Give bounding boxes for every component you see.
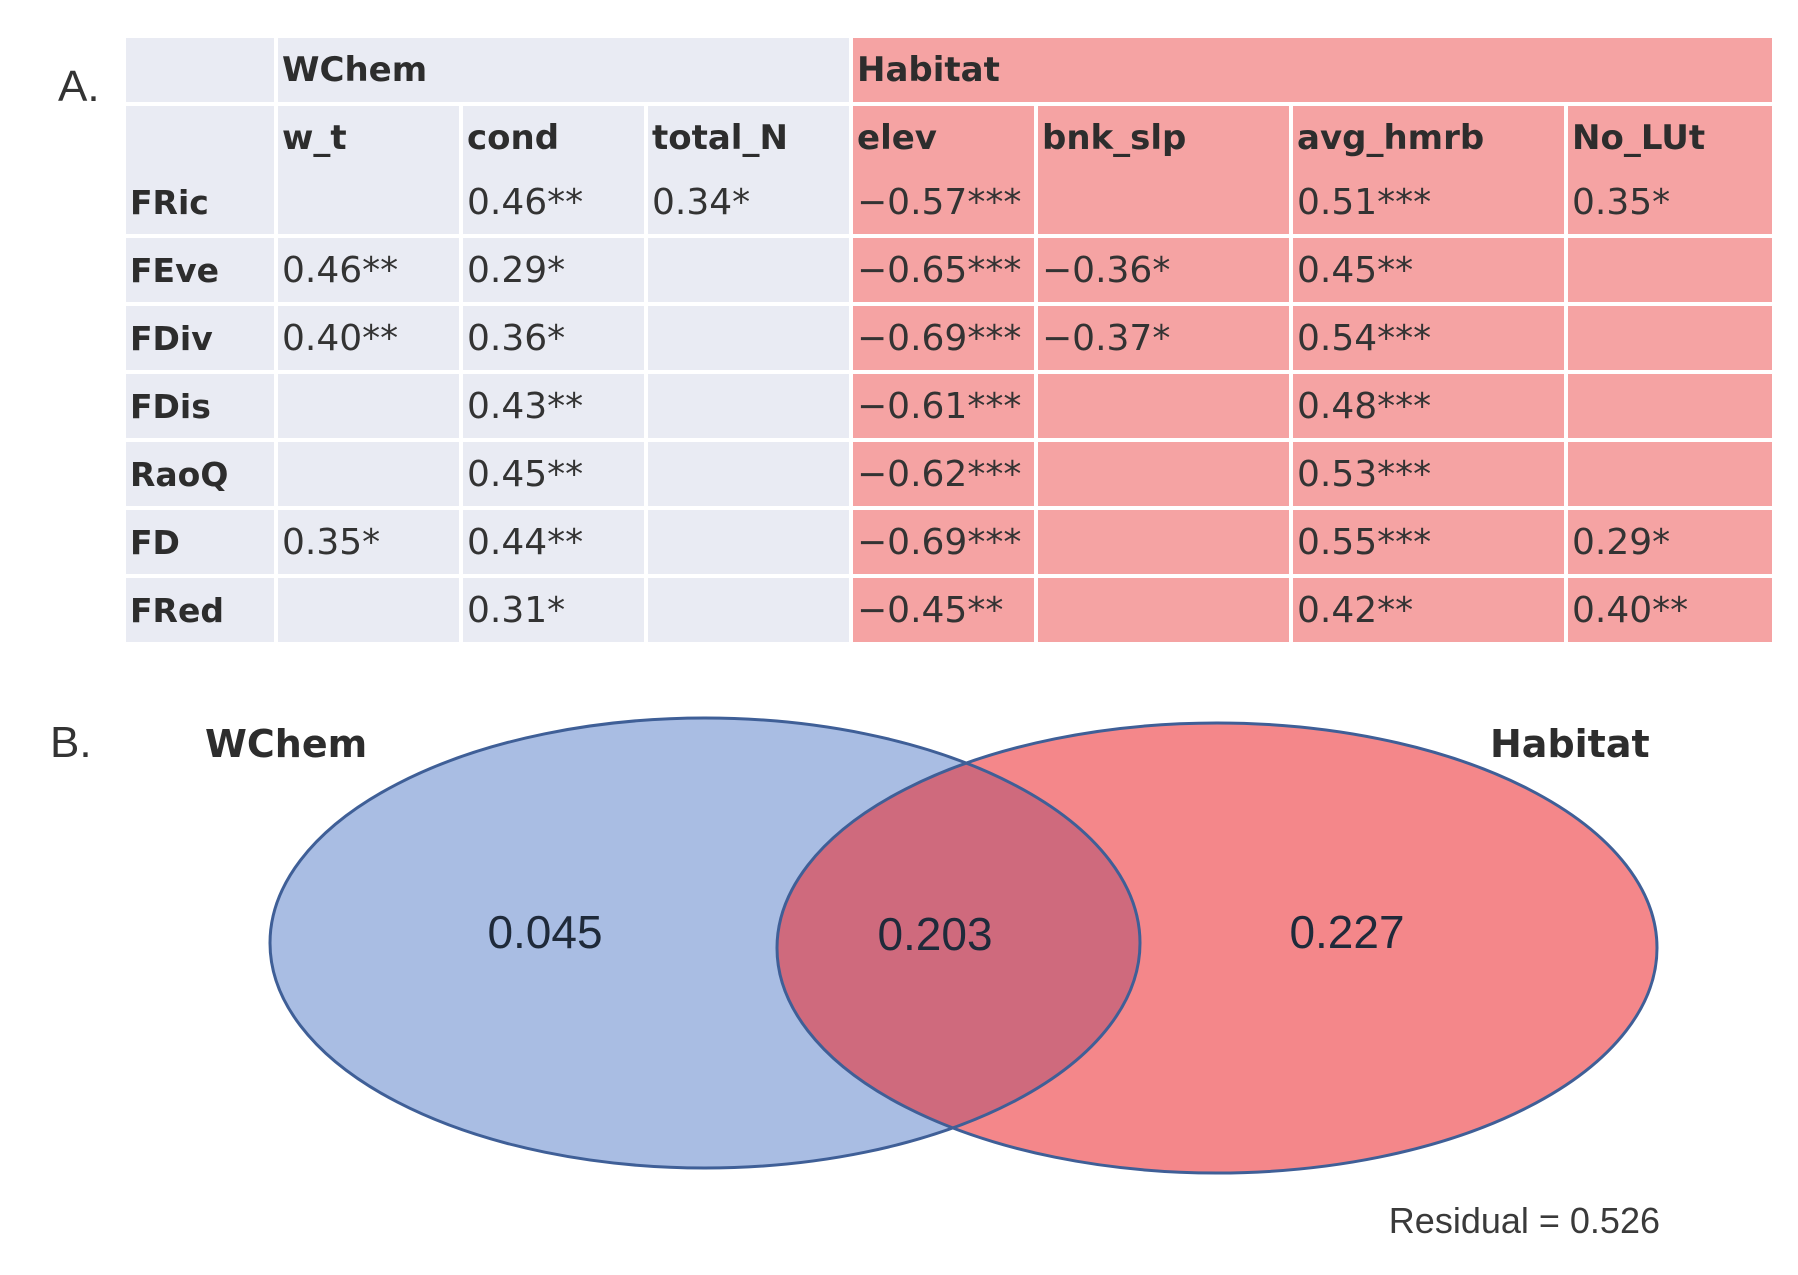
corner-cell [126, 38, 276, 104]
table-cell: 0.45** [1289, 234, 1567, 304]
residual-label: Residual = 0.526 [1389, 1200, 1660, 1241]
table-cell: 0.40** [274, 302, 461, 372]
table-cell [1564, 302, 1773, 372]
table-cell: −0.45** [849, 574, 1037, 642]
table-cell [643, 234, 852, 304]
table-cell: −0.69*** [849, 302, 1037, 372]
table-cell: 0.48*** [1289, 370, 1567, 440]
table-cell: −0.69*** [849, 506, 1037, 576]
row-label: RaoQ [126, 438, 276, 508]
row-label: FDiv [126, 302, 276, 372]
panel-b-label: B. [50, 718, 92, 767]
table-row: FEve 0.46** 0.29* −0.65*** −0.36* 0.45** [126, 234, 1773, 304]
shared-value: 0.203 [877, 908, 992, 960]
table-row: FDis 0.43** −0.61*** 0.48*** [126, 370, 1773, 440]
wchem-only-value: 0.045 [487, 906, 602, 958]
table-cell: 0.45** [459, 438, 646, 508]
table-cell [1034, 438, 1292, 508]
table-cell: 0.34* [643, 170, 852, 236]
correlation-table: WChem Habitat w_t cond total_N elev bnk_… [126, 38, 1773, 642]
table-cell: −0.62*** [849, 438, 1037, 508]
table-cell: 0.31* [459, 574, 646, 642]
table-cell [1034, 506, 1292, 576]
table-cell [274, 170, 461, 236]
table-cell: 0.36* [459, 302, 646, 372]
wchem-outline [268, 716, 1142, 1170]
group-header-row: WChem Habitat [126, 38, 1773, 104]
column-header: No_LUt [1564, 102, 1773, 170]
row-label: FDis [126, 370, 276, 440]
table-cell [643, 574, 852, 642]
table-row: FRic 0.46** 0.34* −0.57*** 0.51*** 0.35* [126, 170, 1773, 236]
table-cell: 0.54*** [1289, 302, 1567, 372]
table-cell: −0.65*** [849, 234, 1037, 304]
table-cell: 0.35* [1564, 170, 1773, 236]
overlap-region [777, 723, 1140, 1168]
table-cell [274, 438, 461, 508]
table-cell: 0.51*** [1289, 170, 1567, 236]
corner-cell [126, 102, 276, 170]
table-cell: 0.42** [1289, 574, 1567, 642]
table-cell: −0.61*** [849, 370, 1037, 440]
column-header: elev [849, 102, 1037, 170]
column-header: avg_hmrb [1289, 102, 1567, 170]
table-cell [274, 574, 461, 642]
table-row: FDiv 0.40** 0.36* −0.69*** −0.37* 0.54*** [126, 302, 1773, 372]
table-cell: 0.44** [459, 506, 646, 576]
table-row: FRed 0.31* −0.45** 0.42** 0.40** [126, 574, 1773, 642]
table-cell: 0.53*** [1289, 438, 1567, 508]
table-cell: 0.35* [274, 506, 461, 576]
habitat-only-value: 0.227 [1289, 906, 1404, 958]
column-header: bnk_slp [1034, 102, 1292, 170]
column-header: cond [459, 102, 646, 170]
table-cell: 0.55*** [1289, 506, 1567, 576]
table-cell [643, 370, 852, 440]
table-cell: −0.37* [1034, 302, 1292, 372]
group-header-wchem: WChem [273, 38, 852, 104]
table-cell: −0.36* [1034, 234, 1292, 304]
table-cell: 0.29* [459, 234, 646, 304]
table-cell: −0.57*** [849, 170, 1037, 236]
row-label: FEve [126, 234, 276, 304]
column-header: w_t [274, 102, 461, 170]
row-label: FD [126, 506, 276, 576]
row-label: FRed [126, 574, 276, 642]
habitat-set-label: Habitat [1490, 722, 1650, 766]
table-cell [643, 438, 852, 508]
table-row: FD 0.35* 0.44** −0.69*** 0.55*** 0.29* [126, 506, 1773, 576]
table-cell: 0.43** [459, 370, 646, 440]
table-cell: 0.46** [459, 170, 646, 236]
table-cell [1564, 438, 1773, 508]
wchem-set-label: WChem [205, 722, 367, 766]
table-cell [643, 302, 852, 372]
panel-a-label: A. [58, 62, 100, 111]
table-cell [1564, 370, 1773, 440]
table-cell [1034, 370, 1292, 440]
table-row: RaoQ 0.45** −0.62*** 0.53*** [126, 438, 1773, 508]
table-cell [1034, 574, 1292, 642]
habitat-outline [775, 721, 1659, 1175]
table-body: FRic 0.46** 0.34* −0.57*** 0.51*** 0.35* FEve 0… [126, 170, 1773, 642]
table-cell [1564, 234, 1773, 304]
table-cell [1034, 170, 1292, 236]
table-cell: 0.40** [1564, 574, 1773, 642]
group-header-habitat: Habitat [849, 38, 1773, 104]
table-cell [274, 370, 461, 440]
table-cell: 0.46** [274, 234, 461, 304]
column-header-row: w_t cond total_N elev bnk_slp avg_hmrb N… [126, 102, 1773, 170]
column-header: total_N [643, 102, 852, 170]
table-cell: 0.29* [1564, 506, 1773, 576]
row-label: FRic [126, 170, 276, 236]
table-cell [643, 506, 852, 576]
